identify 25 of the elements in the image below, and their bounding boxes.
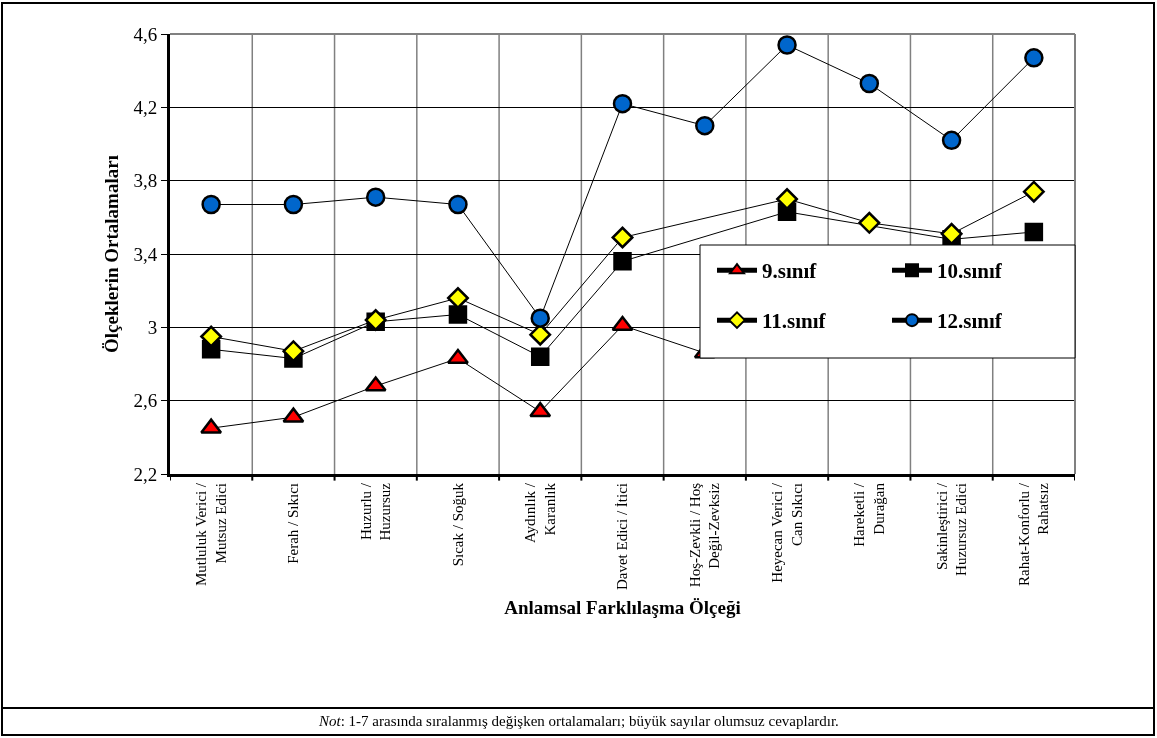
y-tick-label: 4,6: [133, 23, 158, 45]
legend-label: 10.sınıf: [937, 259, 1003, 284]
y-tick-label: 3,8: [133, 170, 158, 192]
legend-label: 12.sınıf: [937, 309, 1003, 334]
legend-label: 11.sınıf: [762, 309, 827, 334]
x-tick-label: Sakinleştirici / Huzursuz Edici: [933, 482, 970, 576]
y-tick-label: 2,6: [133, 390, 158, 412]
x-tick-label: Davet Edici / İtici: [614, 483, 631, 591]
x-tick-label: Huzurlu / Huzursuz: [357, 482, 394, 541]
x-tick-label: Heyecan Verici / Can Sıkıcı: [769, 482, 805, 583]
x-tick-label: Mutluluk Verici / Mutsuz Edici: [193, 482, 229, 587]
legend-label: 9.sınıf: [762, 259, 818, 284]
y-tick-label: 3,4: [133, 243, 158, 265]
text: Not: 1-7 arasında sıralanmış değişken ortalamaları; büyük sayılar olumsuz cevaplardır.: [318, 713, 839, 729]
x-tick-label: Hareketli / Durağan: [851, 482, 887, 547]
y-tick-label: 3: [147, 316, 158, 338]
y-tick-label: 4,2: [133, 96, 158, 118]
x-tick-label: Hoş-Zevkli / Hoş Değil-Zevksiz: [686, 482, 723, 588]
y-axis-title: Ölçeklerin Ortalamaları: [101, 155, 123, 353]
x-tick-label: Ferah / Sıkıcı: [285, 483, 302, 564]
y-tick-label: 2,2: [133, 463, 158, 485]
x-tick-label: Rahat-Konforlu / Rahatsız: [1015, 482, 1052, 586]
x-axis-title: Anlamsal Farklılaşma Ölçeği: [504, 596, 741, 618]
x-tick-label: Aydınlık / Karanlık: [522, 482, 558, 543]
x-tick-label: Sıcak / Soğuk: [449, 482, 466, 567]
